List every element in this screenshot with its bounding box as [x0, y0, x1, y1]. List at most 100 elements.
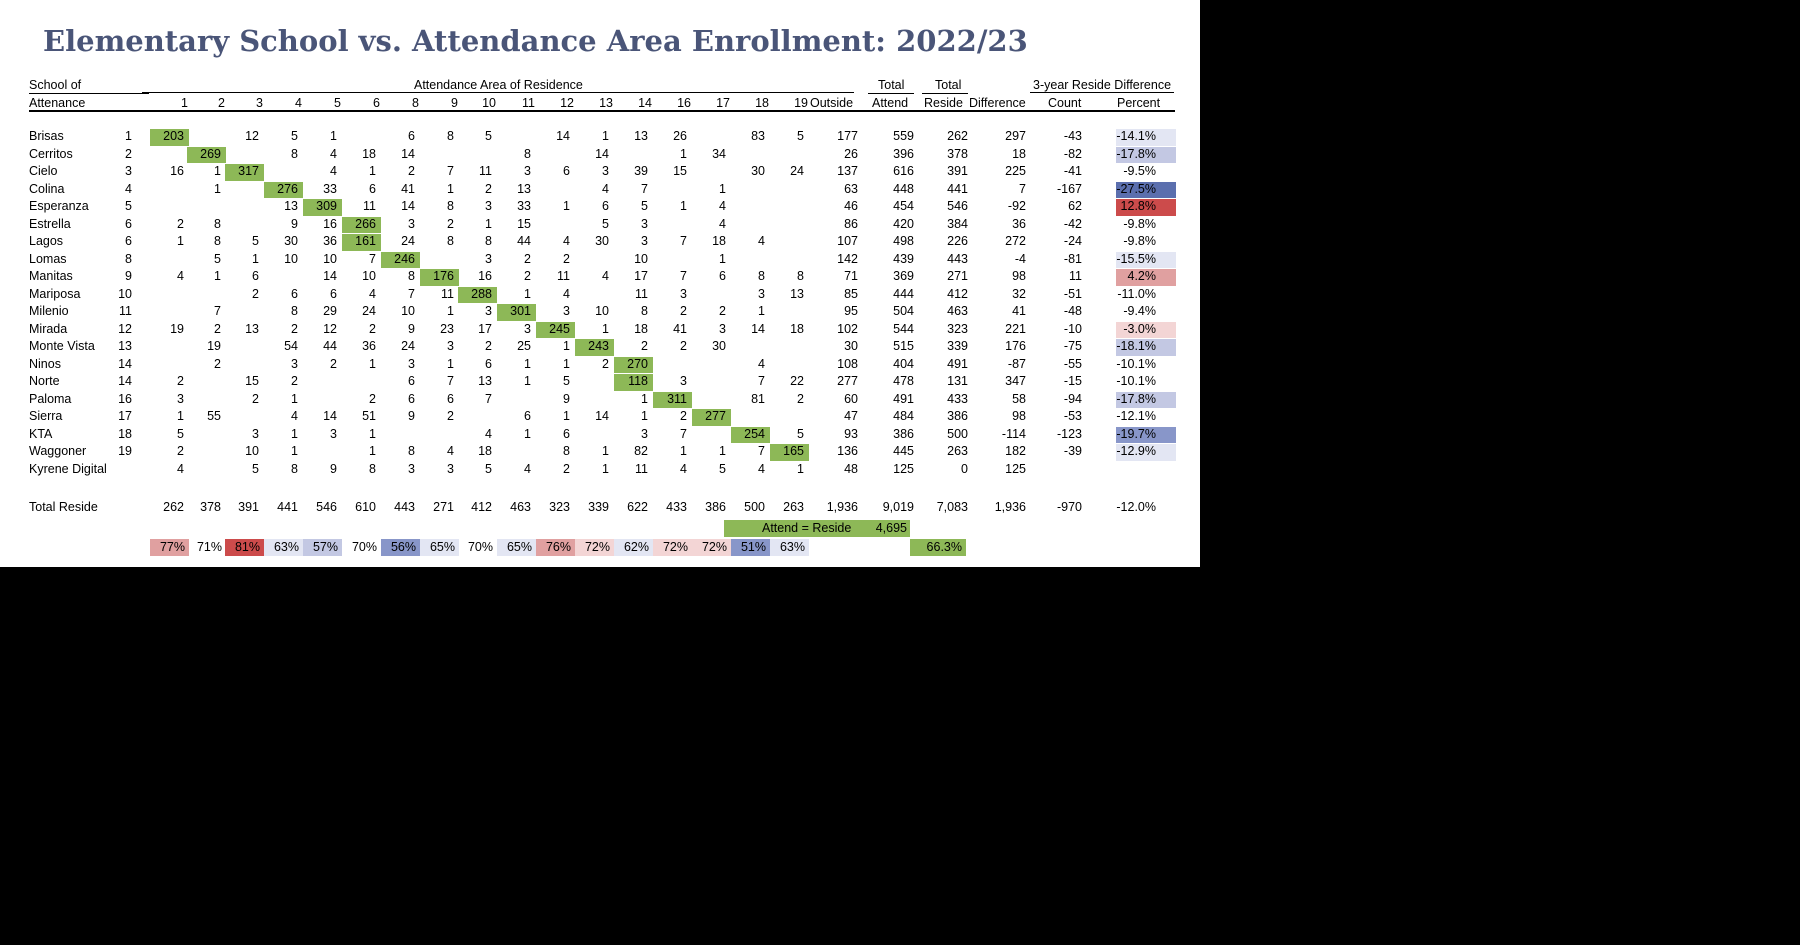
area-cell: 10 — [284, 251, 298, 266]
diagonal-highlight — [653, 391, 692, 408]
area-cell: 3 — [485, 199, 492, 213]
school-name: Ninos — [29, 356, 61, 371]
total-attend-cell: 420 — [893, 216, 914, 231]
percent-cell: -27.5% — [1116, 181, 1156, 196]
area-cell: 246 — [394, 251, 415, 266]
area-cell: 6 — [563, 164, 570, 178]
total-difference: 1,936 — [994, 500, 1026, 514]
match-percent-cell: 63% — [273, 540, 299, 554]
percent-shade — [1116, 199, 1176, 216]
match-percent-cell: 70% — [467, 540, 493, 554]
difference-cell: -92 — [1007, 199, 1026, 213]
difference-cell: -4 — [1014, 251, 1026, 266]
total-reside-cell: 262 — [947, 129, 968, 143]
area-cell: 16 — [323, 216, 337, 231]
area-cell: 8 — [291, 304, 298, 318]
total-area-cell: 391 — [238, 500, 259, 514]
total-attend-rule — [868, 93, 914, 94]
total-attend: 9,019 — [882, 500, 914, 514]
area-cell: 34 — [712, 146, 726, 161]
area-cell: 4 — [485, 426, 492, 441]
percent-shade — [1116, 321, 1176, 338]
percent-cell: 4.2% — [1127, 269, 1157, 283]
area-cell: 9 — [291, 216, 298, 231]
percent-cell: -9.4% — [1123, 304, 1156, 318]
area-cell: 3 — [524, 164, 531, 178]
area-cell: 2 — [680, 339, 687, 353]
area-cell: 1 — [524, 374, 531, 388]
area-cell: 11 — [363, 199, 376, 213]
area-cell: 5 — [485, 461, 492, 476]
difference-cell: 347 — [1005, 374, 1026, 388]
area-cell: 1 — [680, 146, 687, 161]
area-cell: 2 — [330, 356, 337, 371]
percent-shade — [1116, 269, 1176, 286]
area-cell: 3 — [408, 461, 415, 476]
pct-shade — [575, 539, 614, 556]
area-cell: 19 — [170, 321, 184, 336]
total-attend-cell: 396 — [893, 146, 914, 161]
school-name: Brisas — [29, 129, 64, 143]
total-attend-cell: 504 — [893, 304, 914, 318]
area-cell: 1 — [291, 426, 298, 441]
area-cell: 4 — [758, 356, 765, 371]
area-cell: 30 — [595, 234, 609, 248]
area-cell: 8 — [447, 199, 454, 213]
percent-cell: -9.8% — [1123, 216, 1156, 231]
area-cell: 18 — [634, 321, 648, 336]
area-cell: 1 — [524, 426, 531, 441]
area-col-header-6: 6 — [373, 96, 380, 110]
total-area-cell: 378 — [200, 500, 221, 514]
count-cell: -82 — [1063, 146, 1082, 161]
area-cell: 41 — [673, 321, 687, 336]
school-name: Norte — [29, 374, 60, 388]
total-attend-cell: 439 — [893, 251, 914, 266]
area-cell: 12 — [245, 129, 259, 143]
area-cell: 6 — [330, 286, 337, 301]
area-cell: 6 — [291, 286, 298, 301]
area-cell: 8 — [214, 234, 221, 248]
area-cell: 10 — [323, 251, 337, 266]
percent-header: Percent — [1117, 96, 1161, 110]
diagonal-highlight — [770, 444, 809, 461]
report-title: Elementary School vs. Attendance Area En… — [43, 24, 1028, 58]
area-cell: 15 — [517, 216, 531, 231]
area-cell: 8 — [214, 216, 221, 231]
pct-shade — [731, 539, 770, 556]
total-percent: -12.0% — [1116, 500, 1156, 514]
outside-cell: 63 — [844, 181, 858, 196]
area-cell: 4 — [330, 164, 337, 178]
area-cell: 39 — [634, 164, 648, 178]
pct-shade — [692, 539, 731, 556]
area-cell: 3 — [758, 286, 765, 301]
total-reside-cell: 0 — [961, 461, 968, 476]
area-cell: 7 — [369, 251, 376, 266]
total-reside-cell: 443 — [947, 251, 968, 266]
diagonal-highlight — [575, 339, 614, 356]
area-cell: 161 — [355, 234, 376, 248]
diagonal-highlight — [614, 356, 653, 373]
school-header-line1: School of — [29, 78, 82, 92]
diagonal-highlight — [381, 251, 420, 268]
area-cell: 55 — [207, 409, 221, 423]
area-cell: 41 — [401, 181, 415, 196]
total-area-cell: 610 — [355, 500, 376, 514]
overall-pct-shade — [910, 539, 966, 556]
area-cell: 14 — [751, 321, 765, 336]
count-cell: -51 — [1063, 286, 1082, 301]
area-cell: 19 — [207, 339, 221, 353]
count-cell: -15 — [1063, 374, 1082, 388]
area-cell: 1 — [252, 251, 259, 266]
match-percent-cell: 57% — [312, 540, 338, 554]
match-percent-cell: 72% — [662, 540, 688, 554]
outside-cell: 93 — [844, 426, 858, 441]
school-area-number: 9 — [125, 269, 132, 283]
area-cell: 2 — [447, 409, 454, 423]
outside-cell: 71 — [844, 269, 858, 283]
total-reside-cell: 386 — [947, 409, 968, 423]
area-cell: 11 — [441, 286, 454, 301]
area-cell: 4 — [177, 461, 184, 476]
total-reside-cell: 441 — [947, 181, 968, 196]
area-cell: 8 — [641, 304, 648, 318]
school-name: Lagos — [29, 234, 64, 248]
